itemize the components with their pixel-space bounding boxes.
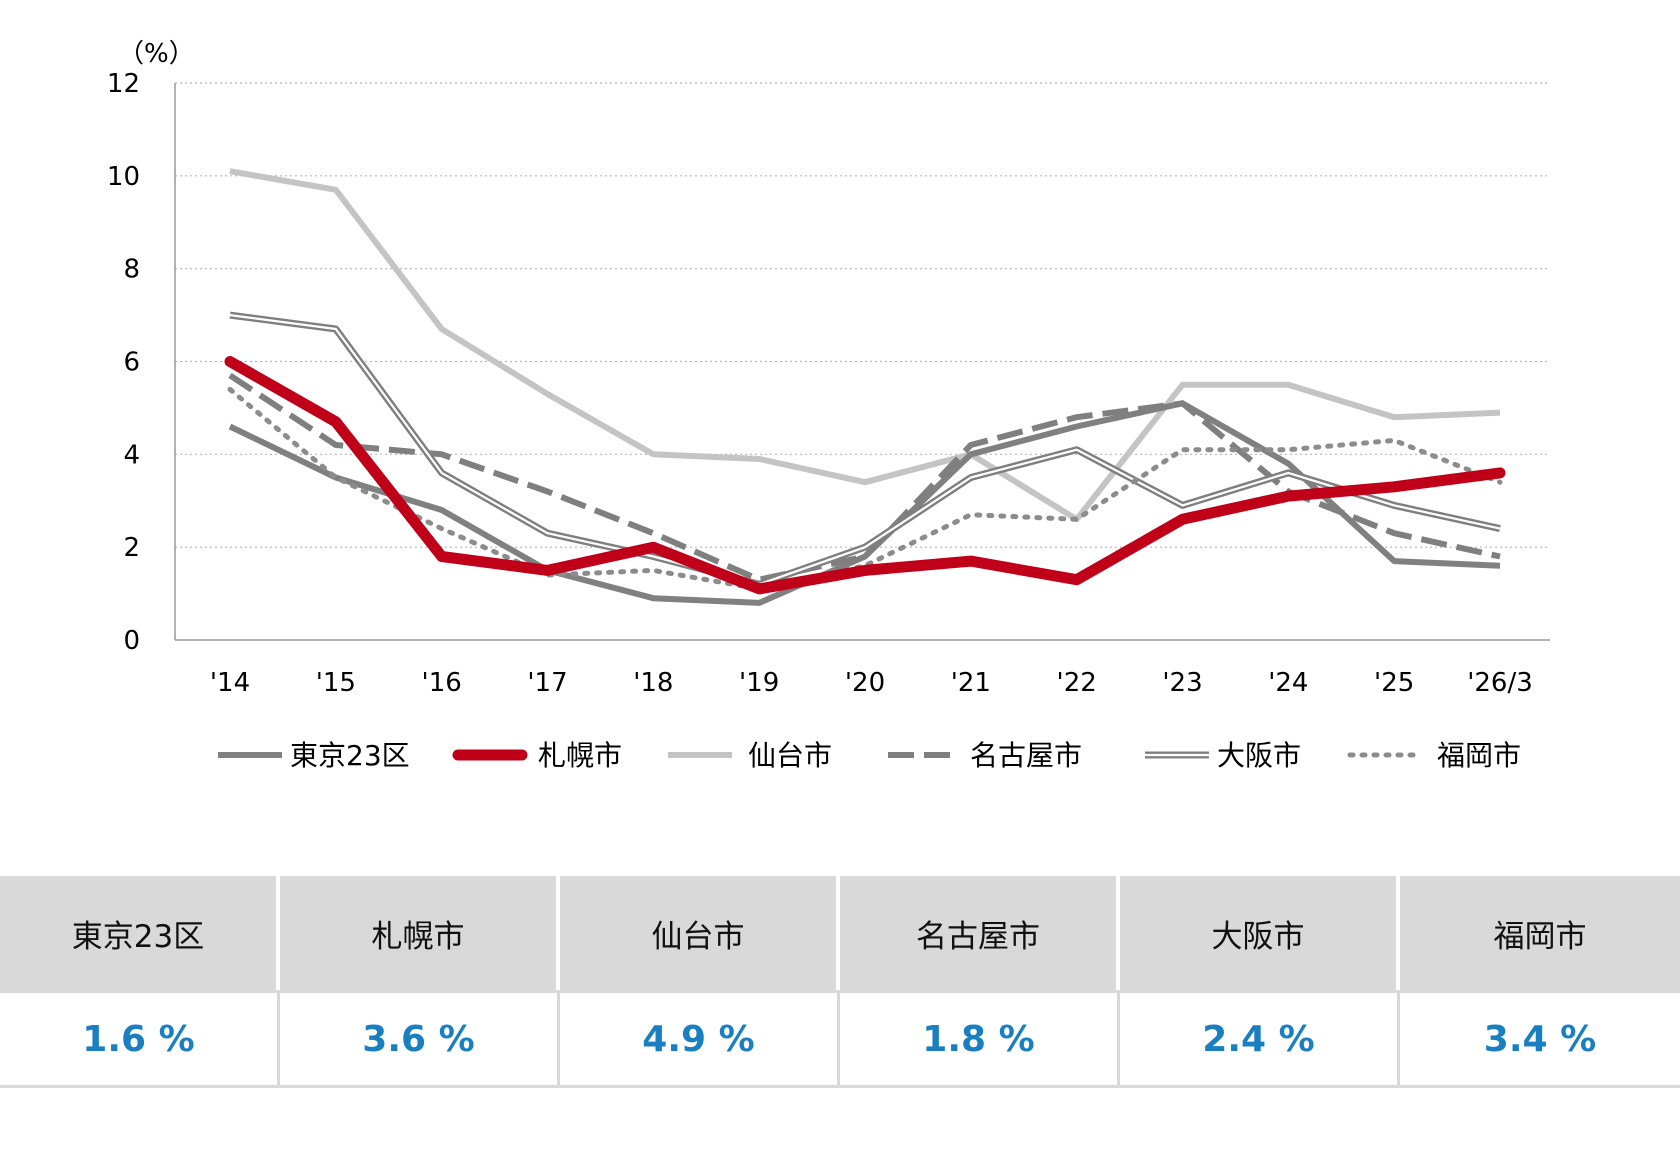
y-tick-label: 2 <box>123 533 140 563</box>
legend-item: 東京23区 <box>218 739 410 772</box>
legend-item: 札幌市 <box>452 739 622 772</box>
series-0 <box>228 400 1501 606</box>
table-header-sendai: 仙台市 <box>560 876 840 990</box>
legend-item: 福岡市 <box>1347 739 1521 772</box>
legend-label: 福岡市 <box>1437 739 1521 772</box>
x-tick-label: '14 <box>210 668 250 698</box>
table-value-row: 1.6 % 3.6 % 4.9 % 1.8 % 2.4 % 3.4 % <box>0 990 1680 1088</box>
legend-label: 札幌市 <box>538 739 622 772</box>
x-tick-label: '22 <box>1057 668 1097 698</box>
table-value-tokyo: 1.6 % <box>0 990 280 1088</box>
x-tick-label: '17 <box>527 668 567 698</box>
y-tick-label: 8 <box>123 255 140 285</box>
x-tick-label: '21 <box>951 668 991 698</box>
table-header-sapporo: 札幌市 <box>280 876 560 990</box>
x-tick-label: '18 <box>633 668 673 698</box>
table-header-osaka: 大阪市 <box>1120 876 1400 990</box>
x-tick-label: '25 <box>1374 668 1414 698</box>
x-tick-label: '20 <box>845 668 885 698</box>
y-tick-label: 4 <box>123 440 140 470</box>
table-header-fukuoka: 福岡市 <box>1400 876 1680 990</box>
latest-rate-table: 東京23区 札幌市 仙台市 名古屋市 大阪市 福岡市 1.6 % 3.6 % 4… <box>0 876 1680 1088</box>
x-tick-label: '16 <box>422 668 462 698</box>
table-value-fukuoka: 3.4 % <box>1400 990 1680 1088</box>
series-4 <box>229 311 1501 588</box>
legend-item: 大阪市 <box>1145 739 1301 772</box>
legend-label: 名古屋市 <box>970 739 1082 772</box>
series-2 <box>229 168 1501 523</box>
legend-label: 東京23区 <box>290 739 410 772</box>
legend: 東京23区 札幌市 仙台市 名古屋市 大阪市 福岡市 <box>218 739 1521 772</box>
legend-item: 仙台市 <box>668 739 832 772</box>
legend-item: 名古屋市 <box>888 739 1082 772</box>
axes: 0 2 4 6 8 10 12 '14 '15 '16 '17 '18 '19 '20 '21 '22 '23 '… <box>107 69 1550 698</box>
series-line-inner <box>229 314 1501 586</box>
legend-label: 仙台市 <box>748 739 832 772</box>
x-tick-label: '23 <box>1162 668 1202 698</box>
y-axis-unit-label: （%） <box>118 39 195 69</box>
x-tick-label: '24 <box>1268 668 1308 698</box>
series-5 <box>227 386 1503 592</box>
table-value-osaka: 2.4 % <box>1120 990 1400 1088</box>
table-value-sapporo: 3.6 % <box>280 990 560 1088</box>
series-lines <box>224 168 1506 606</box>
series-line <box>224 356 1506 595</box>
y-tick-label: 0 <box>123 626 140 656</box>
x-tick-label: '19 <box>739 668 779 698</box>
table-header-row: 東京23区 札幌市 仙台市 名古屋市 大阪市 福岡市 <box>0 876 1680 990</box>
series-line <box>227 386 1503 592</box>
y-tick-label: 6 <box>123 348 140 378</box>
series-line <box>229 168 1501 523</box>
y-tick-label: 12 <box>107 69 140 99</box>
table-header-tokyo: 東京23区 <box>0 876 280 990</box>
vacancy-rate-line-chart: （%） 0 2 4 6 8 10 12 '14 '15 '16 '17 '18 '19 '20 '21 '22… <box>107 39 1550 772</box>
gridlines <box>175 82 1550 548</box>
series-line <box>228 400 1501 606</box>
series-line <box>229 311 1501 588</box>
table-value-nagoya: 1.8 % <box>840 990 1120 1088</box>
table-value-sendai: 4.9 % <box>560 990 840 1088</box>
x-tick-label: '26/3 <box>1467 668 1533 698</box>
table-header-nagoya: 名古屋市 <box>840 876 1120 990</box>
x-tick-label: '15 <box>316 668 356 698</box>
series-1 <box>224 356 1506 595</box>
y-tick-label: 10 <box>107 162 140 192</box>
legend-label: 大阪市 <box>1217 739 1301 772</box>
